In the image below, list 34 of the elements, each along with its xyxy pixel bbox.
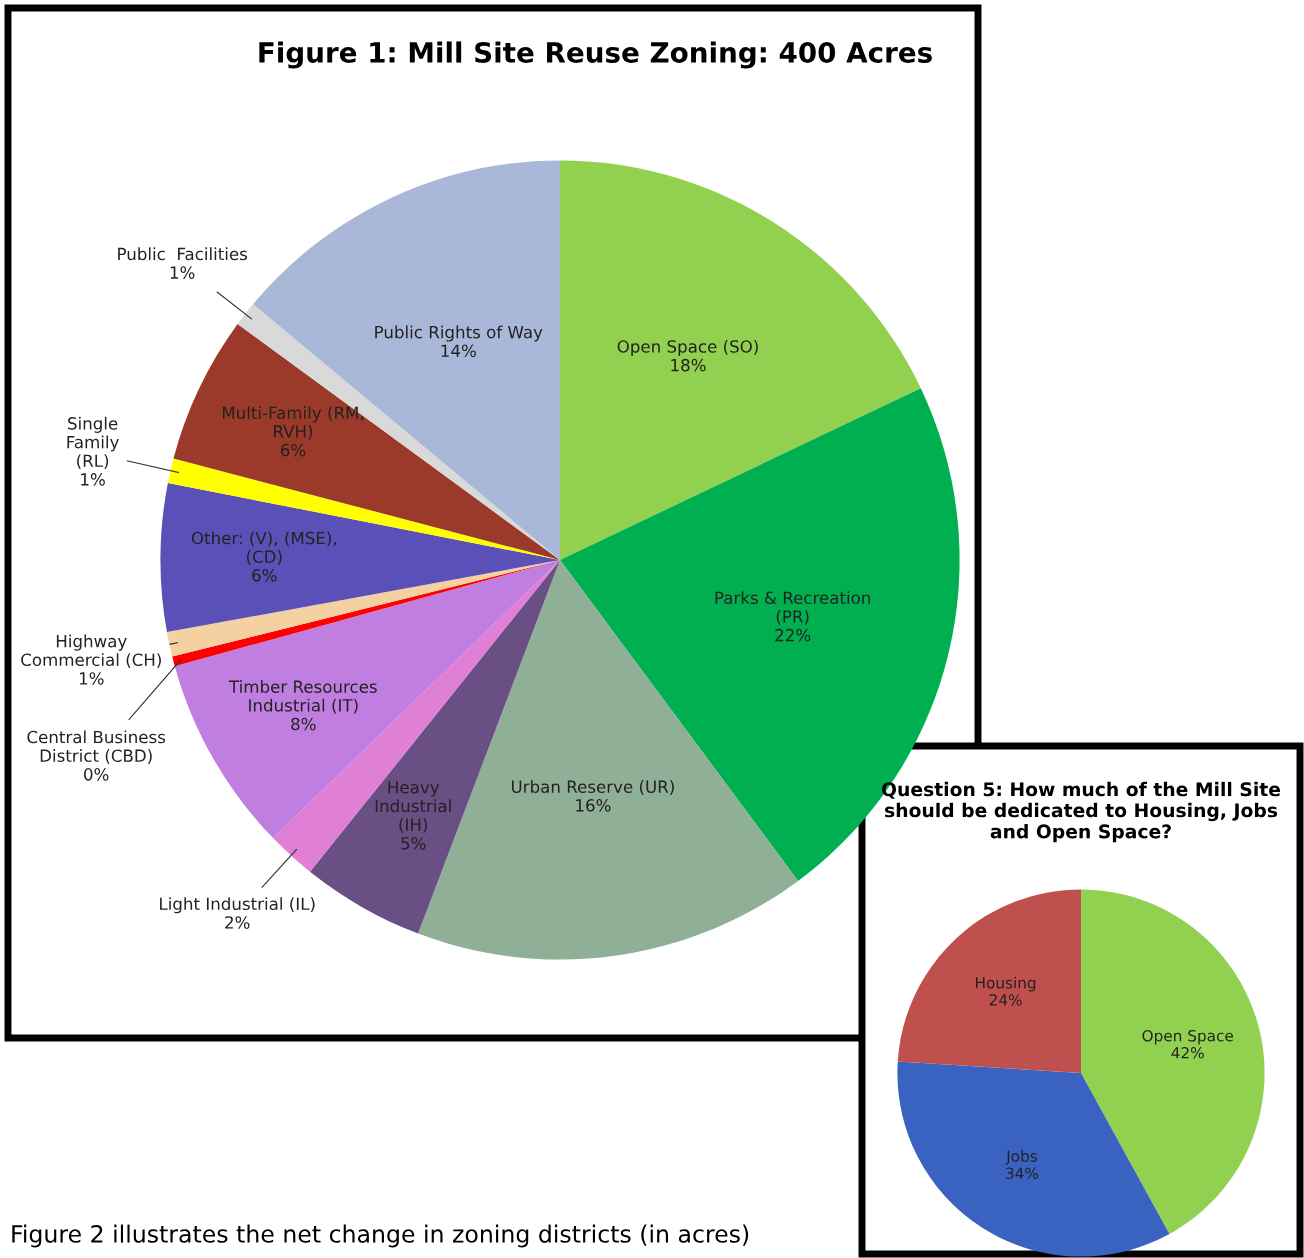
data-label: 5% bbox=[401, 836, 426, 850]
slice-label: Open Space (SO) bbox=[617, 339, 758, 357]
data-label: 6% bbox=[280, 443, 306, 457]
data-label: 22% bbox=[775, 628, 811, 642]
data-label: 14% bbox=[441, 344, 476, 358]
data-label: 2% bbox=[225, 916, 250, 929]
slice-label: Open Space bbox=[1142, 1029, 1233, 1045]
caption: Figure 2 illustrates the net change in zoning districts (in acres) bbox=[12, 1224, 749, 1248]
slice-label: Parks & Recreation (PR) bbox=[715, 591, 870, 625]
data-label: 42% bbox=[1171, 1047, 1204, 1059]
slice-label: Housing bbox=[976, 976, 1036, 992]
slice-label: Light Industrial (IL) bbox=[160, 897, 315, 914]
slice-label: Highway Commercial (CH) bbox=[21, 634, 161, 669]
slice-label: Urban Reserve (UR) bbox=[511, 780, 674, 795]
slice-label: Public Facilities bbox=[118, 247, 248, 261]
slice-label: Jobs bbox=[1005, 1150, 1037, 1165]
data-label: 8% bbox=[291, 717, 316, 731]
slice-label: Other: (V), (MSE), (CD) bbox=[191, 531, 337, 565]
chart-title: Figure 1: Mill Site Reuse Zoning: 400 Acres bbox=[259, 41, 932, 69]
data-label: 0% bbox=[84, 768, 109, 781]
slice-label: Public Rights of Way bbox=[375, 325, 543, 342]
data-label: 1% bbox=[79, 672, 104, 685]
data-label: 1% bbox=[170, 266, 195, 279]
data-label: 6% bbox=[252, 569, 277, 582]
data-label: 18% bbox=[671, 358, 706, 372]
data-label: 1% bbox=[81, 473, 105, 486]
slice-label: Timber Resources Industrial (IT) bbox=[228, 680, 377, 714]
data-label: 24% bbox=[989, 994, 1022, 1006]
slice-label: Central Business District (CBD) bbox=[27, 730, 166, 764]
data-label: 16% bbox=[576, 799, 611, 812]
data-label: 34% bbox=[1006, 1167, 1039, 1179]
slice-label: Heavy Industrial (IH) bbox=[375, 781, 451, 833]
slice-label: Single Family (RL) bbox=[67, 416, 119, 470]
slice-label: Multi-Family (RM, RVH) bbox=[222, 406, 364, 440]
